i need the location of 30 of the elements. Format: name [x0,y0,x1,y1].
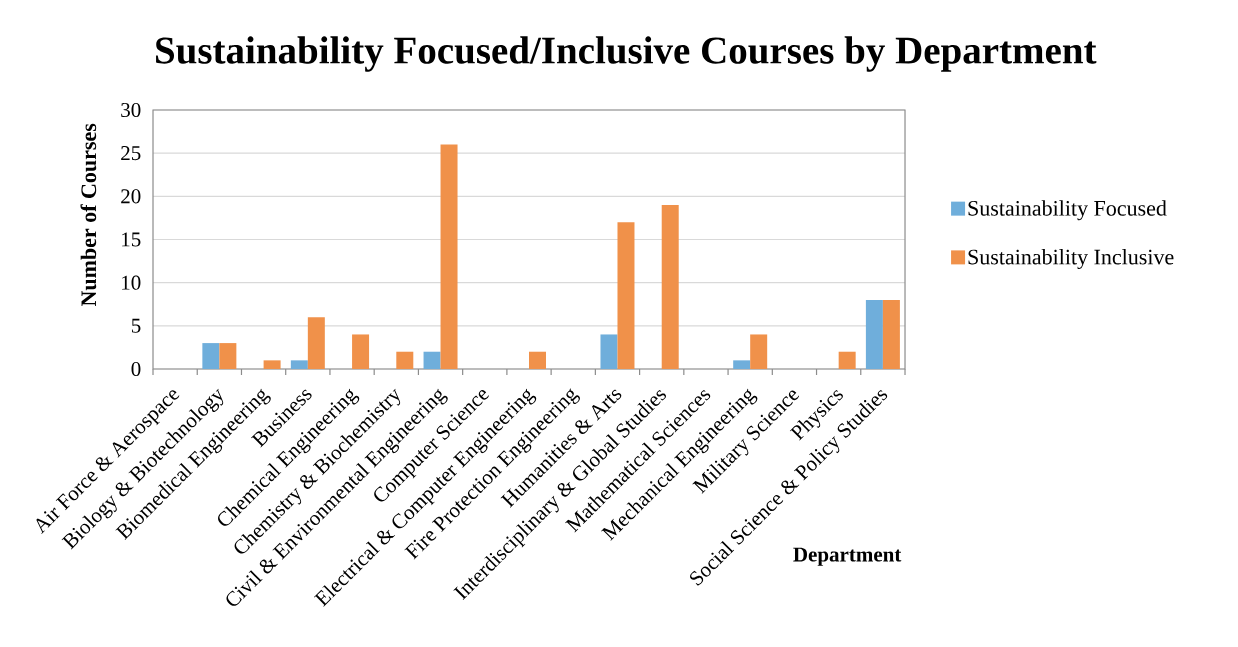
bar [750,334,768,369]
bar [600,334,618,369]
bar [838,351,856,369]
y-tick-label: 20 [121,189,141,204]
bar [263,360,281,369]
bar [529,351,547,369]
bar [617,222,635,369]
legend-label: Sustainability Inclusive [968,249,1174,270]
y-tick-label: 5 [131,318,141,333]
bar [202,343,220,369]
bar [290,360,308,369]
bar [352,334,370,369]
y-axis-title: Number of Courses [80,123,97,307]
bar [882,299,900,369]
bar [865,299,883,369]
legend-label: Sustainability Focused [968,200,1167,221]
bar [396,351,414,369]
y-tick-label: 25 [121,146,141,161]
y-tick-label: 15 [122,232,141,247]
bar [423,351,441,369]
y-tick-label: 10 [122,275,141,290]
y-tick-label: 0 [131,361,141,377]
bar [440,144,458,369]
bar [661,204,679,369]
bar [733,360,751,369]
y-tick-label: 30 [121,102,141,118]
bar [219,343,237,369]
x-axis-title: Department [793,547,902,566]
bar [307,317,325,369]
chart-title: Sustainability Focused/Inclusive Courses by Department [156,36,1097,72]
